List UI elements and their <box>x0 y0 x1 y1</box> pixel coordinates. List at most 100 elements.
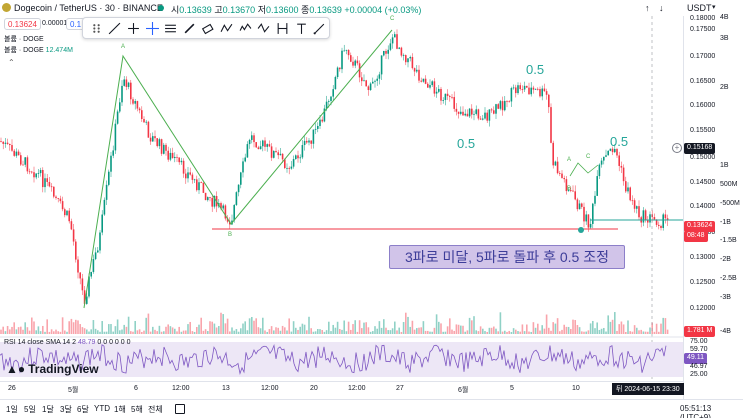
sell-price-box[interactable]: 0.13624 <box>4 18 41 30</box>
time-axis[interactable]: 26 5월 6 12:00 13 12:00 20 12:00 27 6월 5 … <box>0 381 684 395</box>
eraser-icon[interactable] <box>199 19 218 37</box>
candle-body <box>288 167 290 169</box>
currency-selector[interactable]: USDT <box>687 3 712 13</box>
up-arrow-icon[interactable]: ↑ <box>645 3 650 13</box>
candle-body <box>262 140 264 147</box>
volume-bar <box>424 330 427 334</box>
pencil-icon[interactable] <box>310 19 329 37</box>
candle-body <box>86 296 88 304</box>
volume-bar <box>299 326 301 334</box>
volume-bar <box>611 319 614 334</box>
volume-bar <box>658 331 660 334</box>
range-1y-button[interactable]: 1해 <box>114 405 126 414</box>
rsi-tick: 46.97 <box>690 363 708 370</box>
point-label-a-small: A <box>567 157 572 163</box>
volume-bar <box>244 321 246 334</box>
candle-body <box>55 196 57 198</box>
down-arrow-icon[interactable]: ↓ <box>659 3 664 13</box>
volume-bar <box>394 321 396 334</box>
candle-body <box>246 144 249 158</box>
volume-bar <box>44 331 46 334</box>
high-label: 고 <box>214 5 223 15</box>
range-5d-button[interactable]: 5일 <box>24 405 36 414</box>
volume-bar <box>55 329 57 334</box>
candle-body <box>193 179 196 181</box>
range-5y-button[interactable]: 5해 <box>131 405 143 414</box>
candle-body <box>20 155 22 165</box>
volume-bar <box>453 330 455 334</box>
horizontal-ray-icon[interactable] <box>124 19 143 37</box>
price-chart[interactable] <box>0 16 683 381</box>
elliott-wave-icon[interactable] <box>236 19 255 37</box>
brush-icon[interactable] <box>180 19 199 37</box>
rsi-tag: 49.11 <box>684 353 707 364</box>
candle-body <box>37 173 40 174</box>
price-axis[interactable]: 0.18000 0.17500 0.17000 0.16500 0.16000 … <box>683 14 743 399</box>
candle-body <box>559 173 561 174</box>
drag-handle-icon[interactable] <box>87 19 106 37</box>
candle-body <box>147 121 150 138</box>
volume-bar <box>592 320 594 334</box>
range-ytd-button[interactable]: YTD <box>94 404 110 413</box>
range-all-button[interactable]: 전체 <box>148 405 163 414</box>
candle-body <box>561 173 563 178</box>
abc-wave-line[interactable] <box>83 29 393 309</box>
annotation-callout[interactable]: 3파로 미달, 5파로 돌파 후 0.5 조정 <box>389 245 625 269</box>
candle-body <box>424 78 427 84</box>
candle-body <box>660 225 662 228</box>
candle-body <box>253 135 255 143</box>
range-3m-button[interactable]: 3달 <box>60 405 72 414</box>
clock-readout[interactable]: 05:51:13 (UTC+9) <box>680 404 712 418</box>
candle-body <box>70 221 73 230</box>
volume-bar <box>449 318 451 334</box>
volume-bar <box>94 328 97 334</box>
volume-bar <box>541 325 543 334</box>
volume-bar <box>209 321 211 334</box>
pattern-icon[interactable] <box>217 19 236 37</box>
tradingview-logo[interactable]: ▲● TradingView <box>6 362 99 376</box>
candle-body <box>482 118 484 120</box>
volume-bar <box>284 327 286 334</box>
trend-line-icon[interactable] <box>106 19 125 37</box>
volume-bar <box>347 321 350 334</box>
candle-body <box>156 138 158 147</box>
range-1d-button[interactable]: 1일 <box>6 405 18 414</box>
date-range-calendar-icon[interactable] <box>175 404 185 414</box>
price-tick: 0.16500 <box>690 78 716 85</box>
volume-bar <box>365 322 367 334</box>
volume-bar <box>341 329 343 334</box>
candle-body <box>169 152 172 160</box>
range-6m-button[interactable]: 6달 <box>77 405 89 414</box>
volume-bar <box>512 328 515 334</box>
volume-bar <box>9 329 11 334</box>
rsi-band <box>0 342 683 377</box>
candle-body <box>2 141 4 144</box>
chevron-down-icon: ▾ <box>712 4 716 11</box>
candle-body <box>141 110 143 119</box>
text-tool-icon[interactable] <box>292 19 311 37</box>
volume-bar <box>543 328 546 334</box>
candle-body <box>297 155 299 159</box>
brand-name: TradingView <box>28 362 99 376</box>
candle-body <box>407 58 409 63</box>
symbol-title[interactable]: Dogecoin / TetherUS · 30 · BINANCE <box>14 3 163 13</box>
price-tick: 0.17000 <box>690 53 716 60</box>
candle-body <box>576 199 579 210</box>
collapse-chevron-icon[interactable]: ⌃ <box>8 58 15 67</box>
current-price-tag: 0.13624 <box>684 221 716 232</box>
add-alert-icon[interactable]: + <box>672 143 682 153</box>
volume-bar <box>402 322 405 334</box>
range-1m-button[interactable]: 1달 <box>42 405 54 414</box>
time-tick: 26 <box>8 385 16 392</box>
crosshair-icon[interactable] <box>143 19 162 37</box>
rsi-legend[interactable]: RSI 14 close SMA 14 2 48.79 0 0 0 0 0 0 <box>4 339 131 346</box>
abc-small-wave-line[interactable] <box>569 162 599 177</box>
parallel-channel-icon[interactable] <box>161 19 180 37</box>
abcd-pattern-icon[interactable] <box>254 19 273 37</box>
candle-body <box>165 144 167 151</box>
candle-body <box>647 219 649 223</box>
measure-icon[interactable] <box>273 19 292 37</box>
volume-bar <box>312 331 315 334</box>
candle-body <box>532 87 535 90</box>
candle-body <box>248 139 251 145</box>
